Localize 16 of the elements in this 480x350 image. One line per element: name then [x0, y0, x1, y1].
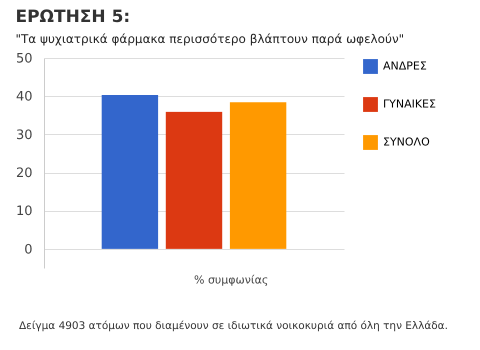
chart-title: ΕΡΩΤΗΣΗ 5: — [15, 7, 130, 27]
bar — [230, 102, 286, 249]
y-tick-label: 10 — [16, 204, 32, 220]
legend-label: ΓΥΝΑΙΚΕΣ — [383, 98, 436, 110]
bar — [102, 95, 158, 249]
bar — [166, 112, 222, 249]
legend-label: ΑΝΔΡΕΣ — [383, 60, 427, 72]
y-tick-label: 20 — [16, 166, 32, 182]
y-tick-label: 40 — [16, 90, 32, 105]
chart-subtitle: "Τα ψυχιατρικά φάρμακα περισσότερο βλάπτουν παρά ωφελούν" — [15, 32, 404, 46]
y-tick-label: 30 — [16, 128, 32, 143]
legend-label: ΣΥΝΟΛΟ — [383, 136, 430, 148]
y-tick-label: 50 — [16, 52, 32, 66]
x-tick-label: % συμφωνίας — [194, 274, 268, 286]
y-tick-label: 0 — [24, 242, 32, 258]
text: Δείγμα 4903 ατόμων που διαμένουν σε ιδιωτικά νοικοκυριά από όλη την Ελλάδα. — [19, 320, 448, 332]
